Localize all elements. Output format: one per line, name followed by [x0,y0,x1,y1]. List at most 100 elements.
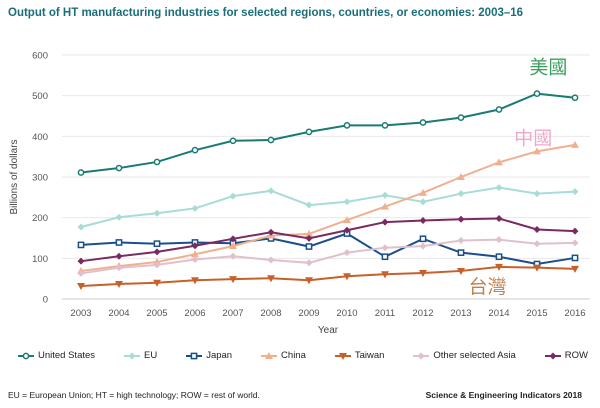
data-point [191,250,199,258]
legend-marker [190,352,198,359]
data-point [419,119,427,126]
footnote: EU = European Union; HT = high technolog… [8,390,260,400]
data-point [457,173,465,180]
data-point [305,259,313,267]
data-point [343,249,351,257]
legend-item[interactable]: ROW [544,350,588,361]
data-point [571,94,579,102]
legend-marker [22,352,30,359]
legend-item[interactable]: Taiwan [334,350,384,361]
data-point [419,269,427,277]
x-tick-label: 2003 [70,308,91,319]
data-point [457,215,465,223]
legend-item[interactable]: United States [18,350,95,361]
data-point [571,140,579,148]
data-point [457,190,465,198]
legend-item[interactable]: Other selected Asia [413,350,516,361]
y-tick-label: 100 [32,254,48,265]
data-point [77,282,85,290]
series-line [80,186,576,228]
series-line [80,265,576,287]
data-point [381,271,389,279]
legend-swatch [18,352,34,359]
data-point [381,122,389,129]
data-point [381,218,389,226]
data-point [495,253,503,261]
data-point [419,198,427,206]
series-china [77,140,579,274]
series-line [80,232,576,266]
series-eu [77,184,579,231]
x-tick-label: 2004 [108,308,129,319]
data-point [381,202,389,210]
data-point [571,227,579,235]
data-point [419,217,427,225]
y-tick-label: 300 [32,173,48,184]
data-point [495,263,503,271]
data-point [115,239,123,246]
data-point [343,273,351,281]
data-point [191,277,199,285]
x-tick-label: 2006 [184,308,205,319]
data-point [457,114,465,121]
legend-item[interactable]: Japan [186,350,232,361]
data-point [457,267,465,275]
data-point [495,236,503,244]
legend-swatch [413,352,430,359]
data-point [343,226,351,234]
data-point [305,277,313,285]
source-label: Science & Engineering Indicators 2018 [425,390,582,400]
data-point [115,252,123,260]
annotation-label: 台灣 [469,276,507,298]
legend-item[interactable]: China [261,350,306,361]
data-point [267,275,275,283]
x-tick-label: 2005 [146,308,167,319]
x-tick-label: 2013 [450,308,471,319]
data-point [495,158,503,166]
series-line [80,92,576,174]
data-point [153,279,161,287]
data-point [115,264,123,272]
x-tick-label: 2012 [412,308,433,319]
series-line [80,143,576,272]
legend-swatch [261,351,278,359]
data-point [343,216,351,224]
data-point [77,223,85,231]
series-line [80,217,576,263]
data-point [77,241,85,249]
x-tick-label: 2016 [564,308,585,319]
y-tick-label: 0 [43,295,48,306]
legend: United States EU Japan China Taiwan Other sel… [18,350,588,361]
legend-swatch [334,352,351,360]
data-point [457,249,465,256]
data-point [419,188,427,196]
data-point [571,188,579,196]
legend-marker [128,352,136,359]
data-point [305,229,313,237]
data-point [229,252,237,260]
y-axis-label: Billions of dollars [9,139,20,214]
data-point [533,190,541,198]
data-point [229,137,237,145]
data-point [153,248,161,256]
legend-marker [338,352,347,360]
legend-swatch [186,352,203,359]
legend-label: EU [144,350,158,361]
data-point [153,209,161,217]
data-point [533,90,541,97]
data-point [305,128,313,136]
data-point [495,184,503,192]
x-tick-label: 2010 [336,308,357,319]
annotation-label: 中國 [514,127,552,149]
x-tick-label: 2014 [488,308,509,319]
data-point [305,243,313,250]
data-point [533,147,541,155]
data-point [115,164,123,172]
data-point [191,242,199,250]
data-point [305,201,313,209]
x-tick-label: 2015 [526,308,547,319]
legend-item[interactable]: EU [124,350,157,361]
series-japan [77,230,579,268]
series-united-states [77,90,579,176]
